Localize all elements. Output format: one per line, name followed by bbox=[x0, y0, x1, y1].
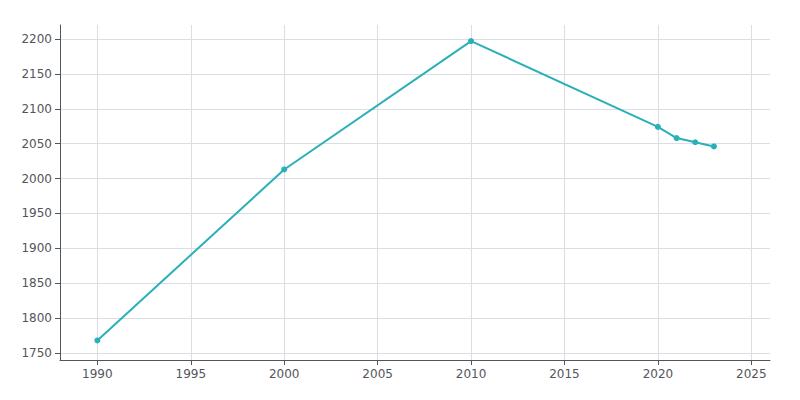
svg-text:2025: 2025 bbox=[736, 367, 767, 381]
svg-text:2005: 2005 bbox=[362, 367, 393, 381]
svg-text:2000: 2000 bbox=[21, 172, 52, 186]
svg-text:1950: 1950 bbox=[21, 206, 52, 220]
svg-text:1800: 1800 bbox=[21, 311, 52, 325]
svg-text:2020: 2020 bbox=[643, 367, 674, 381]
svg-text:2100: 2100 bbox=[21, 102, 52, 116]
svg-text:2015: 2015 bbox=[549, 367, 580, 381]
svg-text:1990: 1990 bbox=[82, 367, 113, 381]
svg-text:1995: 1995 bbox=[176, 367, 207, 381]
svg-text:2150: 2150 bbox=[21, 67, 52, 81]
svg-text:1900: 1900 bbox=[21, 241, 52, 255]
svg-text:2000: 2000 bbox=[269, 367, 300, 381]
svg-text:2010: 2010 bbox=[456, 367, 487, 381]
svg-text:1850: 1850 bbox=[21, 276, 52, 290]
svg-text:2050: 2050 bbox=[21, 137, 52, 151]
svg-text:2200: 2200 bbox=[21, 32, 52, 46]
svg-text:1750: 1750 bbox=[21, 346, 52, 360]
